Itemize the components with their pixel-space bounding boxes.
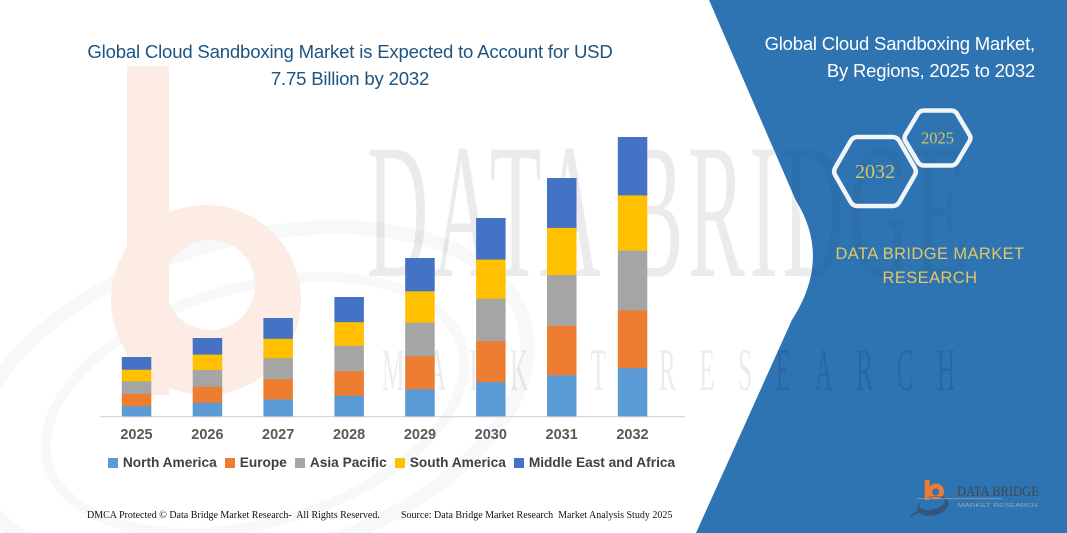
svg-text:2025: 2025 [921,129,954,148]
svg-text:MARKET RESEARCH: MARKET RESEARCH [958,503,1038,509]
svg-text:2032: 2032 [855,161,895,183]
svg-text:DATA BRIDGE: DATA BRIDGE [957,484,1039,500]
